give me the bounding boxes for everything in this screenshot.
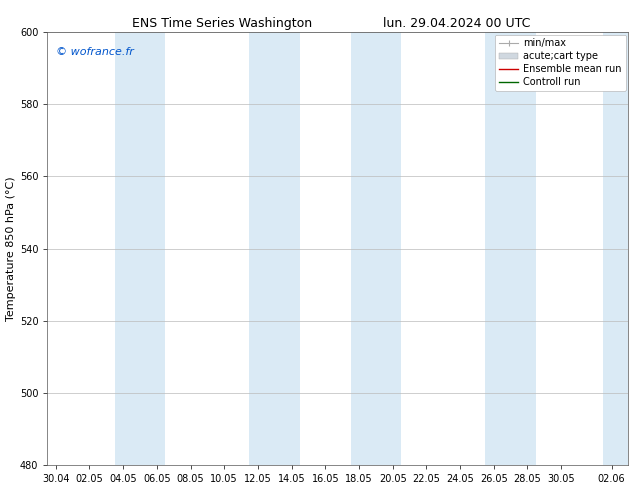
Bar (115, 32, 165, 466)
Legend: min/max, acute;cart type, Ensemble mean run, Controll run: min/max, acute;cart type, Ensemble mean … (495, 34, 626, 91)
Y-axis label: Temperature 850 hPa (°C): Temperature 850 hPa (°C) (6, 176, 16, 321)
Text: lun. 29.04.2024 00 UTC: lun. 29.04.2024 00 UTC (383, 17, 530, 30)
Bar (603, 32, 634, 466)
Bar (485, 32, 536, 466)
Bar (250, 32, 300, 466)
Text: © wofrance.fr: © wofrance.fr (56, 47, 134, 57)
Text: ENS Time Series Washington: ENS Time Series Washington (132, 17, 312, 30)
Bar (351, 32, 401, 466)
